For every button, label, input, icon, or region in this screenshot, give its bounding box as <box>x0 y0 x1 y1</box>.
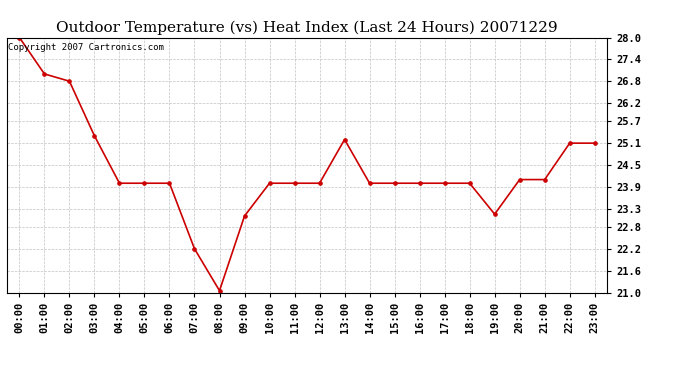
Text: Copyright 2007 Cartronics.com: Copyright 2007 Cartronics.com <box>8 43 164 52</box>
Title: Outdoor Temperature (vs) Heat Index (Last 24 Hours) 20071229: Outdoor Temperature (vs) Heat Index (Las… <box>57 21 558 35</box>
